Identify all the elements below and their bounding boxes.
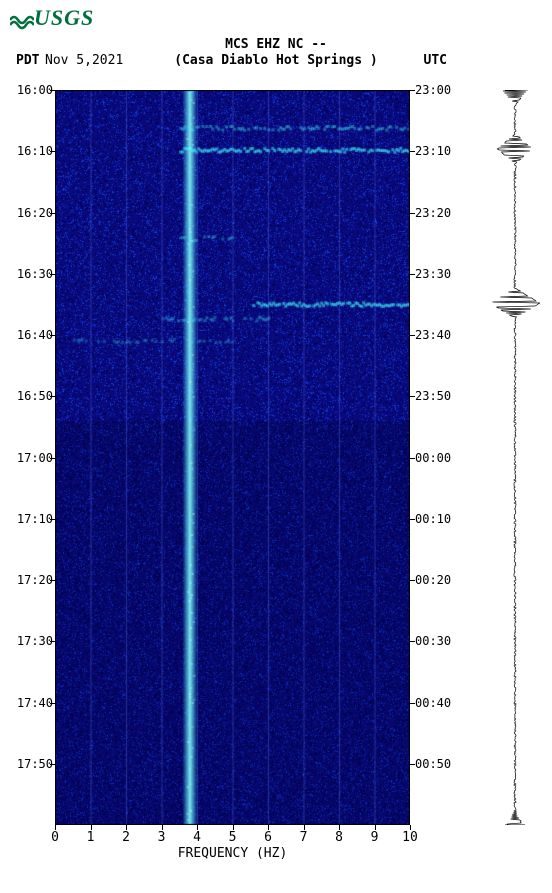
- spectrogram-plot: [55, 90, 410, 825]
- usgs-logo: USGS: [10, 5, 94, 31]
- y-left-tick: 17:10: [13, 512, 53, 526]
- x-tick: 5: [223, 830, 243, 845]
- y-left-tick: 17:40: [13, 696, 53, 710]
- x-tick: 4: [187, 830, 207, 845]
- x-tick: 2: [116, 830, 136, 845]
- y-left-tick: 16:10: [13, 144, 53, 158]
- y-right-tick: 23:10: [415, 144, 455, 158]
- x-tick: 3: [152, 830, 172, 845]
- y-right-tick: 00:30: [415, 634, 455, 648]
- y-right-tick: 00:40: [415, 696, 455, 710]
- y-right-tick: 23:20: [415, 206, 455, 220]
- x-tick: 8: [329, 830, 349, 845]
- y-left-tick: 16:30: [13, 267, 53, 281]
- y-left-tick: 17:20: [13, 573, 53, 587]
- y-right-tick: 23:30: [415, 267, 455, 281]
- page-root: USGS MCS EHZ NC -- PDT Nov 5,2021 (Casa …: [0, 0, 552, 893]
- seismogram-trace: [490, 90, 540, 825]
- station-title: MCS EHZ NC --: [0, 37, 552, 52]
- x-tick: 7: [294, 830, 314, 845]
- spectrogram-canvas: [55, 90, 410, 825]
- y-left-tick: 17:50: [13, 757, 53, 771]
- y-left-tick: 16:00: [13, 83, 53, 97]
- y-right-tick: 00:50: [415, 757, 455, 771]
- station-location: (Casa Diablo Hot Springs ): [0, 53, 552, 68]
- wave-icon: [10, 13, 34, 31]
- y-left-tick: 16:40: [13, 328, 53, 342]
- usgs-text: USGS: [34, 5, 94, 30]
- y-axis-right: 23:0023:1023:2023:3023:4023:5000:0000:10…: [415, 90, 455, 825]
- seismo-svg: [490, 90, 540, 825]
- y-right-tick: 00:20: [415, 573, 455, 587]
- x-tick: 1: [81, 830, 101, 845]
- y-left-tick: 17:30: [13, 634, 53, 648]
- y-right-tick: 23:40: [415, 328, 455, 342]
- x-tick: 9: [365, 830, 385, 845]
- x-axis-label: FREQUENCY (HZ): [55, 846, 410, 861]
- x-tick: 10: [400, 830, 420, 845]
- y-left-tick: 16:20: [13, 206, 53, 220]
- y-axis-left: 16:0016:1016:2016:3016:4016:5017:0017:10…: [13, 90, 53, 825]
- y-left-tick: 16:50: [13, 389, 53, 403]
- x-tick: 0: [45, 830, 65, 845]
- y-right-tick: 23:00: [415, 83, 455, 97]
- y-left-tick: 17:00: [13, 451, 53, 465]
- y-right-tick: 00:00: [415, 451, 455, 465]
- y-right-tick: 23:50: [415, 389, 455, 403]
- y-right-tick: 00:10: [415, 512, 455, 526]
- right-tz-label: UTC: [424, 53, 447, 68]
- x-tick: 6: [258, 830, 278, 845]
